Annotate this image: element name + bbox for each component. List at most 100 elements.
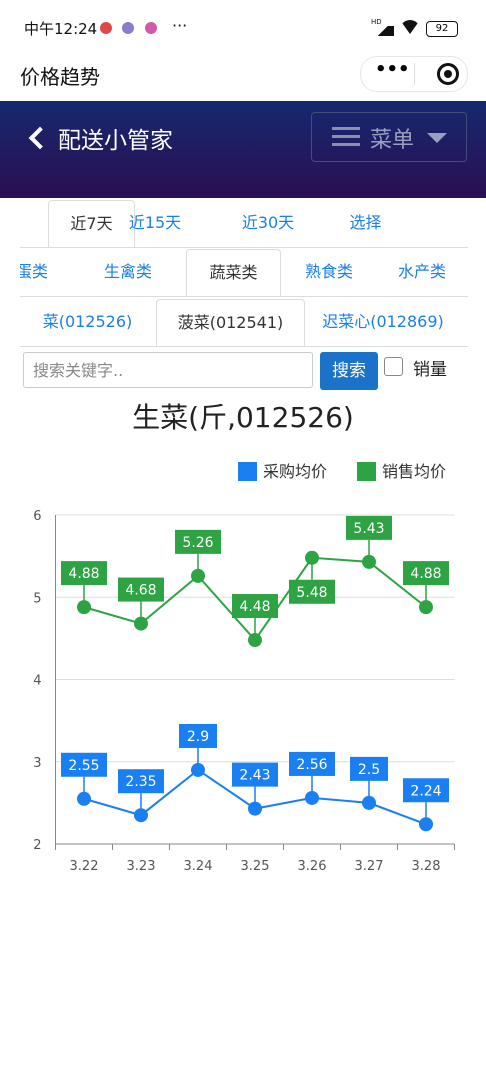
x-tick-label: 3.27 — [355, 859, 384, 874]
data-label-box — [61, 752, 107, 777]
point — [419, 600, 433, 615]
search-button[interactable]: 搜索 — [320, 352, 378, 390]
tab[interactable]: 熟食类 — [304, 262, 353, 281]
point — [419, 817, 433, 832]
data-label: 4.68 — [125, 583, 156, 599]
signal-icon — [372, 26, 394, 36]
point — [248, 633, 262, 648]
data-label: 4.48 — [239, 599, 270, 615]
product-tabs: 菜(012526) 菠菜(012541) 迟菜心(012869) — [20, 298, 468, 347]
data-label-box — [346, 515, 392, 540]
x-tick-label: 3.23 — [127, 859, 156, 874]
search-input[interactable]: 搜索关键字.. — [23, 352, 313, 388]
status-icon — [100, 22, 112, 34]
status-time: 中午12:24 — [24, 20, 98, 38]
tab[interactable]: 生禽类 — [103, 262, 152, 281]
x-tick-label: 3.22 — [70, 859, 99, 874]
tab[interactable]: 蛋类 — [20, 262, 48, 281]
point — [191, 762, 205, 777]
data-label: 5.26 — [182, 535, 213, 551]
menu-button[interactable]: 菜单 — [311, 112, 467, 162]
more-button[interactable]: ••• — [375, 59, 410, 80]
legend-swatch — [238, 462, 257, 481]
data-label-box — [179, 723, 217, 748]
checkbox[interactable] — [384, 357, 403, 376]
data-label-box — [403, 778, 449, 803]
y-tick-label: 5 — [33, 591, 41, 606]
y-tick-label: 4 — [33, 674, 41, 689]
legend-label: 销售均价 — [382, 462, 446, 481]
tab[interactable]: 近30天 — [241, 213, 295, 232]
data-label: 2.24 — [410, 783, 441, 799]
data-label-box — [118, 769, 164, 794]
wifi-icon — [400, 20, 420, 34]
page-title: 价格趋势 — [20, 65, 100, 89]
point — [134, 616, 148, 631]
data-label: 2.9 — [187, 729, 209, 745]
tab[interactable]: 蔬菜类 — [186, 249, 281, 296]
data-label-box — [289, 579, 335, 604]
period-tabs: 近7天 近15天 近30天 选择 — [20, 199, 468, 248]
checkbox-label: 销量 — [413, 360, 447, 380]
y-tick-label: 2 — [33, 838, 41, 853]
tab[interactable]: 菠菜(012541) — [156, 299, 305, 346]
point — [77, 791, 91, 806]
data-label-box — [289, 751, 335, 776]
data-label: 2.55 — [68, 758, 99, 774]
close-button[interactable] — [437, 63, 459, 85]
hamburger — [332, 127, 360, 130]
x-tick-label: 3.24 — [184, 859, 213, 874]
back-button[interactable] — [28, 126, 52, 150]
legend-label: 采购均价 — [263, 462, 327, 481]
status-more: ··· — [172, 16, 188, 35]
menu-label: 菜单 — [370, 128, 415, 153]
chart-title: 生菜(斤,012526) — [132, 401, 354, 434]
data-label: 2.35 — [125, 774, 156, 790]
data-label: 4.88 — [68, 566, 99, 582]
data-label-box — [61, 561, 107, 586]
tab[interactable]: 菜(012526) — [42, 312, 133, 331]
data-label-box — [118, 577, 164, 602]
data-label-box — [232, 594, 278, 619]
legend-swatch — [357, 462, 376, 481]
data-label: 5.43 — [353, 521, 384, 537]
tab[interactable]: 选择 — [349, 213, 382, 232]
point — [77, 600, 91, 615]
y-tick-label: 3 — [33, 756, 41, 771]
point — [134, 808, 148, 823]
y-tick-label: 6 — [33, 509, 41, 524]
status-hd: HD — [371, 18, 382, 26]
point — [362, 795, 376, 810]
point — [191, 568, 205, 583]
status-icon — [145, 22, 157, 34]
data-label-box — [175, 529, 221, 554]
data-label-box — [232, 762, 278, 787]
capsule: ••• — [360, 56, 468, 92]
chart: 生菜(斤,012526) 采购均价 销售均价 2 3 4 5 6 3.22 3.23 3.24 3.2… — [33, 401, 455, 874]
point — [305, 550, 319, 565]
data-label-box — [350, 756, 388, 781]
point — [248, 801, 262, 816]
data-label: 2.56 — [296, 757, 327, 773]
category-tabs: 蛋类 生禽类 蔬菜类 熟食类 水产类 — [20, 248, 468, 297]
point — [305, 790, 319, 805]
caret — [427, 133, 447, 153]
data-label: 4.88 — [410, 566, 441, 582]
tab[interactable]: 迟菜心(012869) — [322, 312, 444, 331]
x-tick-label: 3.28 — [412, 859, 441, 874]
tab[interactable]: 近7天 — [48, 200, 135, 247]
tab[interactable]: 近15天 — [128, 213, 182, 232]
header-title: 配送小管家 — [58, 128, 173, 154]
point — [362, 554, 376, 569]
x-tick-label: 3.26 — [298, 859, 327, 874]
x-tick-label: 3.25 — [241, 859, 270, 874]
data-label: 2.43 — [239, 768, 270, 784]
divider — [414, 63, 415, 85]
tab[interactable]: 水产类 — [397, 262, 446, 281]
header: 配送小管家 菜单 — [0, 101, 486, 198]
battery: 92 — [426, 21, 458, 37]
data-label: 5.48 — [296, 585, 327, 601]
data-label-box — [403, 561, 449, 586]
status-icon — [122, 22, 134, 34]
